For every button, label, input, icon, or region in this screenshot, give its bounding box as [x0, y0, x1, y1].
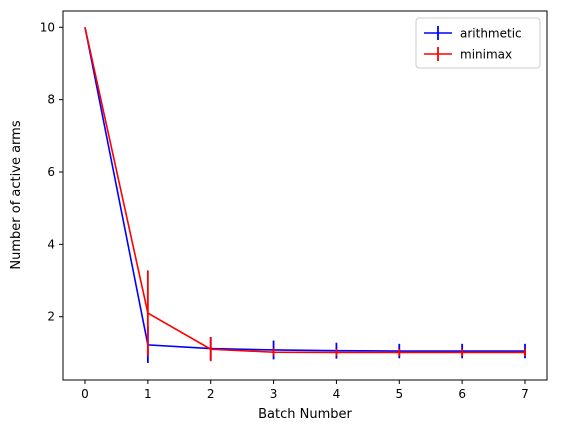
y-tick-label: 4	[47, 237, 55, 251]
x-tick-label: 1	[144, 387, 152, 401]
legend-label-minimax: minimax	[460, 48, 512, 62]
y-axis-label: Number of active arms	[9, 120, 24, 269]
legend-frame	[415, 17, 541, 69]
series-line-arithmetic	[84, 27, 525, 352]
x-tick-label: 4	[333, 387, 341, 401]
y-tick-label: 10	[40, 20, 55, 34]
x-tick-label: 6	[458, 387, 466, 401]
x-tick-label: 2	[207, 387, 215, 401]
x-tick-label: 0	[81, 387, 89, 401]
series-layer	[84, 27, 526, 363]
y-tick-label: 2	[47, 310, 55, 324]
series-line-minimax	[84, 27, 525, 354]
y-ticks: 2 4 6 8 10	[40, 20, 63, 324]
y-tick-label: 8	[47, 93, 55, 107]
plot-frame	[62, 10, 548, 381]
plot-area	[63, 11, 547, 380]
x-tick-label: 7	[521, 387, 529, 401]
x-axis-label: Batch Number	[258, 407, 352, 422]
x-tick-label: 5	[395, 387, 403, 401]
legend: arithmetic minimax	[415, 17, 541, 69]
series-minimax	[84, 27, 526, 362]
x-ticks: 0 1 2 3 4 5 6 7	[81, 380, 529, 401]
y-tick-label: 6	[47, 165, 55, 179]
legend-label-arithmetic: arithmetic	[460, 27, 522, 41]
x-tick-label: 3	[270, 387, 278, 401]
